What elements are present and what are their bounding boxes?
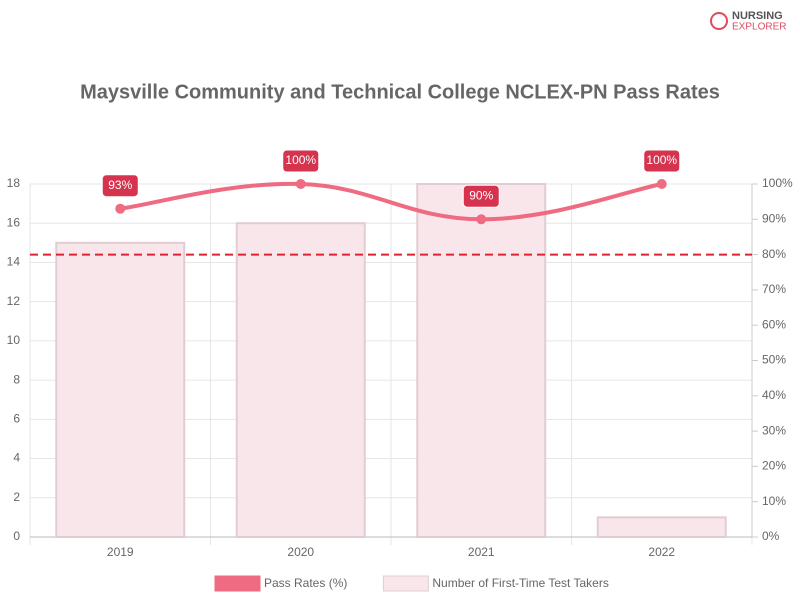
y2-tick-label: 60%	[762, 317, 786, 331]
data-label-box	[101, 174, 139, 198]
y2-tick-label: 50%	[762, 353, 786, 367]
y-tick-label: 2	[13, 490, 20, 504]
x-tick-label: 2019	[107, 545, 134, 559]
logo-text: EXPLORER	[732, 22, 786, 33]
legend-swatch	[382, 575, 429, 592]
bar	[55, 241, 186, 538]
legend-label: Number of First-Time Test Takers	[432, 576, 608, 590]
logo-icon	[710, 12, 728, 30]
y-tick-label: 12	[7, 294, 21, 308]
point	[295, 179, 306, 189]
x-tick-label: 2022	[648, 545, 675, 559]
data-label: 93%	[108, 178, 132, 192]
x-tick-label: 2021	[468, 545, 495, 559]
y-tick-label: 8	[13, 372, 20, 386]
y2-tick-label: 10%	[762, 494, 786, 508]
data-label-box	[643, 149, 681, 173]
y2-tick-label: 40%	[762, 388, 786, 402]
y-tick-label: 14	[7, 255, 21, 269]
y2-tick-label: 20%	[762, 459, 786, 473]
y2-tick-label: 90%	[762, 211, 786, 225]
y2-tick-label: 0%	[762, 529, 780, 543]
y-tick-label: 10	[7, 333, 21, 347]
data-label-box	[282, 149, 320, 173]
y-tick-label: 4	[13, 451, 20, 465]
chart-title: Maysville Community and Technical Colleg…	[80, 81, 720, 103]
point	[476, 214, 487, 225]
y2-tick-label: 70%	[762, 282, 786, 296]
y2-tick-label: 100%	[762, 176, 793, 190]
data-label: 100%	[285, 153, 316, 167]
bar	[596, 516, 727, 539]
bar	[416, 183, 547, 538]
legend-swatch	[214, 575, 261, 592]
y-tick-label: 16	[7, 215, 21, 229]
logo-text: NURSING	[732, 10, 783, 22]
y-tick-label: 18	[7, 176, 21, 190]
legend-label: Pass Rates (%)	[264, 576, 347, 590]
data-label: 90%	[469, 188, 493, 202]
point	[115, 203, 126, 214]
y2-tick-label: 80%	[762, 247, 786, 261]
bar	[235, 222, 366, 538]
y-tick-label: 6	[13, 412, 20, 426]
y-tick-label: 0	[13, 529, 20, 543]
line	[119, 181, 663, 222]
x-tick-label: 2020	[287, 545, 314, 559]
point	[656, 179, 667, 189]
y2-tick-label: 30%	[762, 423, 786, 437]
data-label: 100%	[646, 153, 677, 167]
data-label-box	[462, 184, 500, 208]
logo: NURSING EXPLORER	[710, 10, 786, 33]
